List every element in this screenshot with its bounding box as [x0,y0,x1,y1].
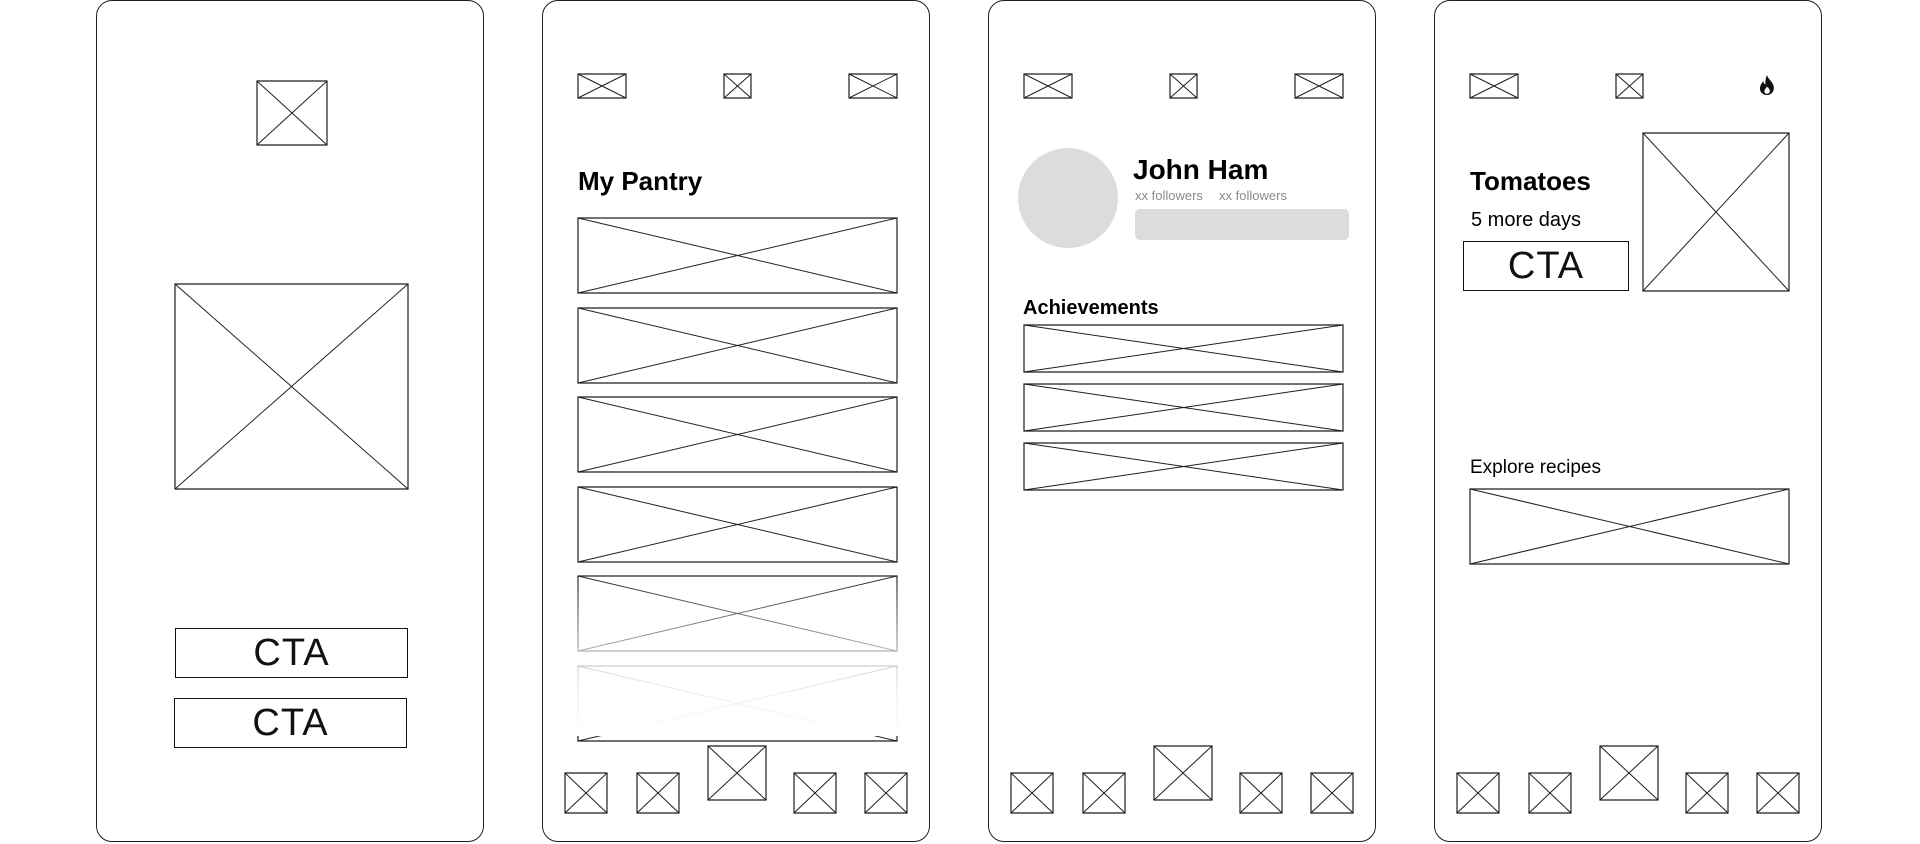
achievement-item[interactable] [1024,325,1343,372]
top-nav-center-placeholder[interactable] [1616,74,1643,98]
placeholder-cross-icon [1083,773,1125,813]
placeholder-cross-icon [1686,773,1728,813]
followers-stat: xx followers [1135,188,1203,203]
placeholder-cross-icon [565,773,607,813]
placeholder-cross-icon [849,74,897,98]
bottom-nav-icon-1[interactable] [1457,773,1499,813]
placeholder-cross-icon [724,74,751,98]
top-nav-center-placeholder[interactable] [724,74,751,98]
bottom-nav-icon-1[interactable] [1011,773,1053,813]
bottom-nav-icon-1[interactable] [565,773,607,813]
cta-button[interactable]: CTA [1463,241,1629,291]
cta-button-secondary[interactable]: CTA [174,698,407,748]
bottom-nav-icon-2[interactable] [637,773,679,813]
item-title: Tomatoes [1470,166,1591,196]
placeholder-cross-icon [1295,74,1343,98]
bottom-nav-icon-4[interactable] [1686,773,1728,813]
placeholder-cross-icon [1024,74,1072,98]
placeholder-cross-icon [578,397,897,472]
cta-button-primary[interactable]: CTA [175,628,408,678]
top-nav-right-placeholder[interactable] [1295,74,1343,98]
profile-name: John Ham [1133,154,1269,185]
pantry-item[interactable] [578,397,897,472]
placeholder-cross-icon [578,308,897,383]
bottom-nav-icon-5[interactable] [1311,773,1353,813]
bottom-nav-icon-4[interactable] [1240,773,1282,813]
placeholder-cross-icon [1024,443,1343,490]
screen-item-detail: Tomatoes 5 more days CTA Explore recipes [1434,0,1822,842]
bottom-nav-icon-2[interactable] [1529,773,1571,813]
pantry-item[interactable] [578,218,897,293]
pantry-item[interactable] [578,487,897,562]
bottom-nav-icon-4[interactable] [794,773,836,813]
placeholder-cross-icon [865,773,907,813]
section-title: Explore recipes [1470,457,1601,478]
top-nav-left-placeholder[interactable] [578,74,626,98]
bottom-nav-center-icon[interactable] [1600,746,1658,800]
scroll-fade-overlay [543,571,929,736]
placeholder-cross-icon [175,284,408,489]
placeholder-cross-icon [578,218,897,293]
placeholder-cross-icon [1170,74,1197,98]
bottom-nav-icon-5[interactable] [865,773,907,813]
section-title: Achievements [1023,297,1159,319]
placeholder-cross-icon [1240,773,1282,813]
placeholder-cross-icon [708,746,766,800]
avatar[interactable] [1018,148,1118,248]
bottom-nav-icon-5[interactable] [1757,773,1799,813]
placeholder-cross-icon [1600,746,1658,800]
achievement-item[interactable] [1024,384,1343,431]
placeholder-cross-icon [578,487,897,562]
placeholder-cross-icon [1024,384,1343,431]
achievement-item[interactable] [1024,443,1343,490]
bottom-nav-icon-2[interactable] [1083,773,1125,813]
item-image-placeholder [1643,133,1789,291]
placeholder-cross-icon [1470,489,1789,564]
placeholder-cross-icon [578,74,626,98]
placeholder-cross-icon [1457,773,1499,813]
logo-placeholder [257,81,327,145]
top-nav-left-placeholder[interactable] [1024,74,1072,98]
screen-profile: John Ham xx followers xx followers Achie… [988,0,1376,842]
placeholder-cross-icon [1643,133,1789,291]
screen-onboarding: CTA CTA [96,0,484,842]
placeholder-cross-icon [1757,773,1799,813]
placeholder-cross-icon [637,773,679,813]
bottom-nav-center-icon[interactable] [1154,746,1212,800]
placeholder-cross-icon [257,81,327,145]
placeholder-cross-icon [794,773,836,813]
top-nav-right-placeholder[interactable] [849,74,897,98]
top-nav-left-placeholder[interactable] [1470,74,1518,98]
bottom-nav-center-icon[interactable] [708,746,766,800]
profile-action-bar[interactable] [1135,209,1349,240]
placeholder-cross-icon [1154,746,1212,800]
top-nav-center-placeholder[interactable] [1170,74,1197,98]
placeholder-cross-icon [1024,325,1343,372]
placeholder-cross-icon [1470,74,1518,98]
hero-image-placeholder [175,284,408,489]
pantry-item[interactable] [578,308,897,383]
page-title: My Pantry [578,166,703,196]
following-stat: xx followers [1219,188,1287,203]
placeholder-cross-icon [1011,773,1053,813]
placeholder-cross-icon [1311,773,1353,813]
placeholder-cross-icon [1616,74,1643,98]
expiry-text: 5 more days [1471,209,1582,231]
screen-my-pantry: My Pantry [542,0,930,842]
recipe-card[interactable] [1470,489,1789,564]
flame-icon[interactable] [1758,74,1776,96]
placeholder-cross-icon [1529,773,1571,813]
